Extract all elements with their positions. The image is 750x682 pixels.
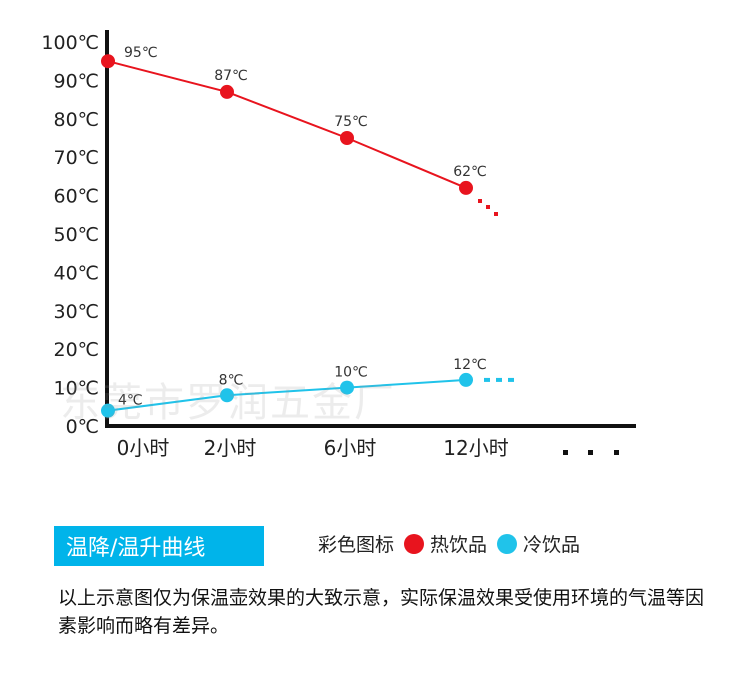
y-tick-label: 50℃	[53, 224, 99, 246]
x-more-dot	[563, 450, 568, 455]
y-tick-label: 70℃	[53, 147, 99, 169]
data-label: 75℃	[334, 114, 368, 130]
y-tick-label: 90℃	[53, 70, 99, 92]
y-tick-labels: 0℃ 10℃ 20℃ 30℃ 40℃ 50℃ 60℃ 70℃ 80℃ 90℃ 100℃	[41, 32, 99, 438]
legend-title: 彩色图标	[318, 534, 395, 556]
data-point	[340, 131, 354, 145]
x-more-marker	[563, 450, 619, 455]
data-label: 12℃	[453, 357, 487, 373]
series-continuation-dot	[496, 377, 502, 382]
data-label: 87℃	[214, 68, 248, 84]
data-label: 4℃	[118, 393, 143, 409]
series-continuation-dot	[508, 377, 514, 382]
chart-title: 温降/温升曲线	[54, 526, 264, 566]
y-tick-label: 60℃	[53, 186, 99, 208]
y-tick-label: 0℃	[66, 416, 99, 438]
legend-cold-label: 冷饮品	[523, 534, 581, 556]
legend-item-hot: 热饮品	[404, 530, 487, 557]
series-group: 95℃ 87℃ 75℃ 62℃ 4℃ 8℃ 10℃ 12℃	[101, 45, 514, 418]
data-point	[340, 380, 354, 395]
watermark: 东莞市罗润五金厂	[60, 380, 396, 426]
y-tick-label: 20℃	[53, 339, 99, 361]
y-tick-label: 80℃	[53, 109, 99, 131]
y-tick-label: 40℃	[53, 262, 99, 284]
legend-item-cold: 冷饮品	[497, 530, 580, 557]
series-continuation-dot	[478, 199, 482, 203]
data-point	[220, 388, 234, 403]
legend-cold-dot	[497, 533, 518, 554]
y-tick-label: 10℃	[53, 378, 99, 400]
data-label: 10℃	[334, 365, 368, 381]
legend-hot-dot	[404, 533, 425, 554]
y-tick-label: 30℃	[53, 301, 99, 323]
data-point	[459, 180, 473, 195]
data-point	[220, 84, 234, 99]
series-continuation-dot	[484, 377, 490, 382]
y-tick-label: 100℃	[41, 32, 99, 54]
data-label: 95℃	[124, 45, 158, 61]
series-continuation-dot	[494, 212, 498, 216]
x-tick-label: 2小时	[204, 436, 257, 460]
x-tick-label: 6小时	[324, 436, 377, 460]
x-more-dot	[588, 450, 593, 455]
data-point	[101, 403, 115, 418]
x-tick-label: 12小时	[443, 436, 508, 460]
disclaimer-note: 以上示意图仅为保温壶效果的大致示意，实际保温效果受使用环境的气温等因素影响而略有…	[58, 587, 705, 637]
data-point	[459, 372, 473, 387]
data-point	[101, 54, 115, 69]
series-line	[107, 378, 467, 412]
x-tick-labels: 0小时 2小时 6小时 12小时	[117, 436, 509, 460]
temperature-chart: 0℃ 10℃ 20℃ 30℃ 40℃ 50℃ 60℃ 70℃ 80℃ 90℃ 100℃ 0小时 2小时…	[41, 30, 636, 460]
data-label: 62℃	[453, 164, 487, 180]
legend-hot-label: 热饮品	[430, 534, 488, 556]
x-more-dot	[614, 450, 619, 455]
series-continuation-dot	[486, 205, 490, 209]
series-line	[107, 60, 467, 189]
legend: 彩色图标 热饮品 冷饮品	[318, 530, 580, 557]
data-label: 8℃	[219, 372, 244, 388]
x-tick-label: 0小时	[117, 436, 170, 460]
